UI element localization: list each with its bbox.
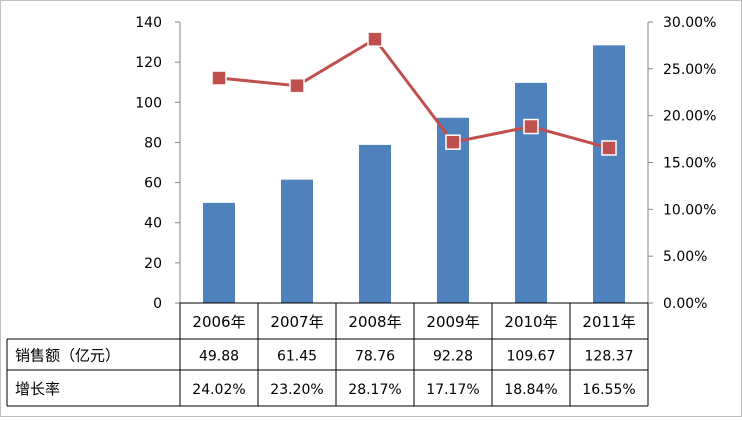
growth-rate-marker-2009年 [445, 134, 461, 150]
left-axis-tick-label: 0 [153, 296, 162, 312]
left-axis-tick-label: 60 [144, 176, 162, 192]
table-cell-value: 24.02% [192, 382, 245, 398]
table-cell-value: 23.20% [270, 382, 323, 398]
right-axis-tick-label: 5.00% [663, 249, 707, 265]
line-series [211, 31, 617, 156]
right-axis-tick-label: 30.00% [663, 15, 716, 31]
table-cell-value: 92.28 [433, 349, 473, 365]
growth-rate-marker-2007年 [289, 77, 305, 94]
table-cell-value: 61.45 [277, 349, 317, 365]
right-axis-tick-label: 25.00% [663, 62, 716, 78]
table-cell-value: 109.67 [507, 349, 556, 365]
table-cell-value: 128.37 [585, 349, 634, 365]
table-cell-value: 17.17% [426, 382, 479, 398]
growth-rate-marker-2006年 [211, 70, 227, 86]
bar-2010年 [515, 82, 547, 303]
left-axis-tick-label: 80 [144, 135, 162, 151]
left-axis-tick-label: 100 [135, 95, 162, 111]
table-cell-value: 49.88 [199, 349, 239, 365]
series-name-sales: 销售额（亿元） [15, 347, 120, 365]
right-axis-tick-label: 10.00% [663, 202, 716, 218]
growth-rate-line [218, 37, 610, 150]
bar-2006年 [203, 202, 235, 303]
growth-rate-marker-2010年 [523, 118, 539, 135]
left-axis-tick-label: 120 [135, 55, 162, 71]
category-label: 2007年 [270, 313, 323, 331]
category-label: 2011年 [582, 313, 635, 331]
left-axis-tick-label: 40 [144, 216, 162, 232]
category-label: 2009年 [426, 313, 479, 331]
right-axis-tick-label: 0.00% [663, 296, 707, 312]
bar-series [203, 45, 625, 304]
category-label: 2010年 [504, 313, 557, 331]
growth-rate-marker-2008年 [367, 31, 383, 47]
table-cell-value: 16.55% [582, 382, 635, 398]
right-axis-tick-label: 15.00% [663, 156, 716, 172]
axes: 0 20 40 60 80 100 120 140 0.00% 5.00% 10.00% 15.00%… [135, 15, 716, 312]
bar-2007年 [281, 179, 313, 303]
category-label: 2008年 [348, 313, 401, 331]
left-axis-tick-label: 20 [144, 256, 162, 272]
growth-rate-marker-2011年 [601, 140, 617, 156]
right-axis-tick-label: 20.00% [663, 109, 716, 125]
bar-2008年 [359, 144, 391, 303]
table-cell-value: 78.76 [355, 349, 395, 365]
table-cell-value: 18.84% [504, 382, 557, 398]
category-label: 2006年 [192, 313, 245, 331]
series-name-growth-rate: 增长率 [15, 380, 60, 398]
left-axis-tick-label: 140 [135, 15, 162, 31]
bar-2011年 [593, 45, 625, 303]
table-cell-value: 28.17% [348, 382, 401, 398]
